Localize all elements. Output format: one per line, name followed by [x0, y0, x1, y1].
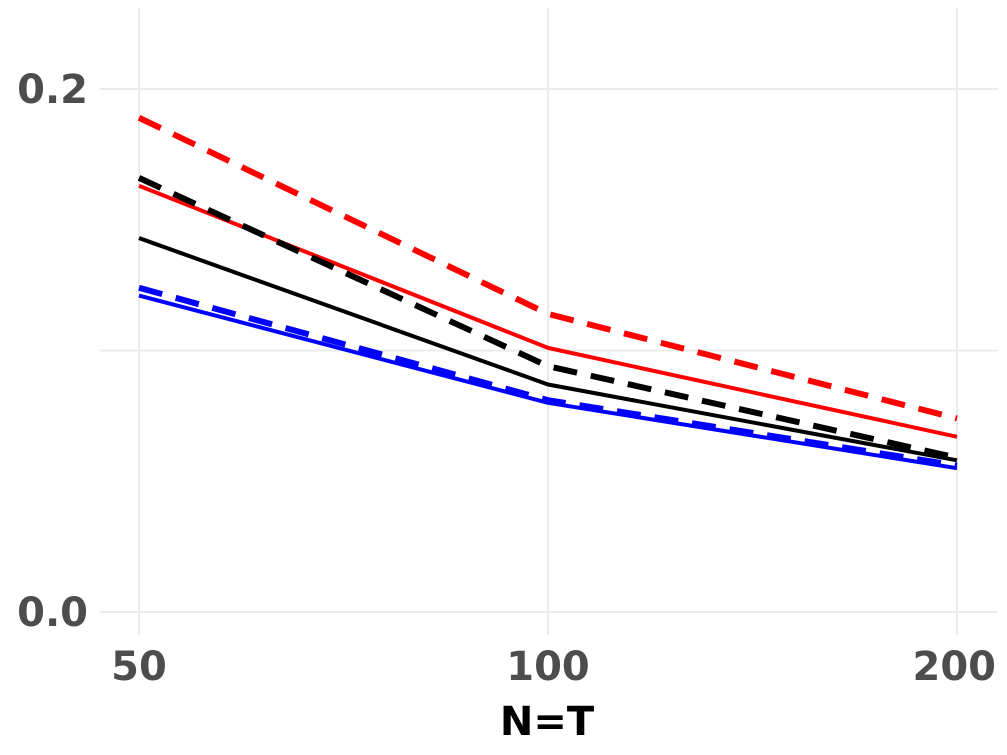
x-tick-labels: 50 100 200: [111, 644, 996, 690]
series-line-6: [138, 293, 958, 471]
x-tick-label: 50: [111, 644, 167, 690]
x-axis-title: N=T: [500, 699, 595, 745]
series-line-2: [138, 183, 958, 439]
series-line-3: [137, 175, 958, 461]
series-line-4: [138, 236, 958, 463]
y-tick-label: 0.2: [17, 67, 88, 113]
x-tick-label: 100: [506, 644, 590, 690]
x-tick-label: 200: [913, 644, 997, 690]
y-tick-label: 0.0: [17, 590, 88, 636]
y-tick-labels: 0.0 0.2: [17, 67, 88, 636]
series-line-5: [138, 284, 958, 469]
grid-lines: [100, 8, 998, 635]
series-lines: [137, 115, 958, 471]
series-line-1: [137, 115, 958, 422]
